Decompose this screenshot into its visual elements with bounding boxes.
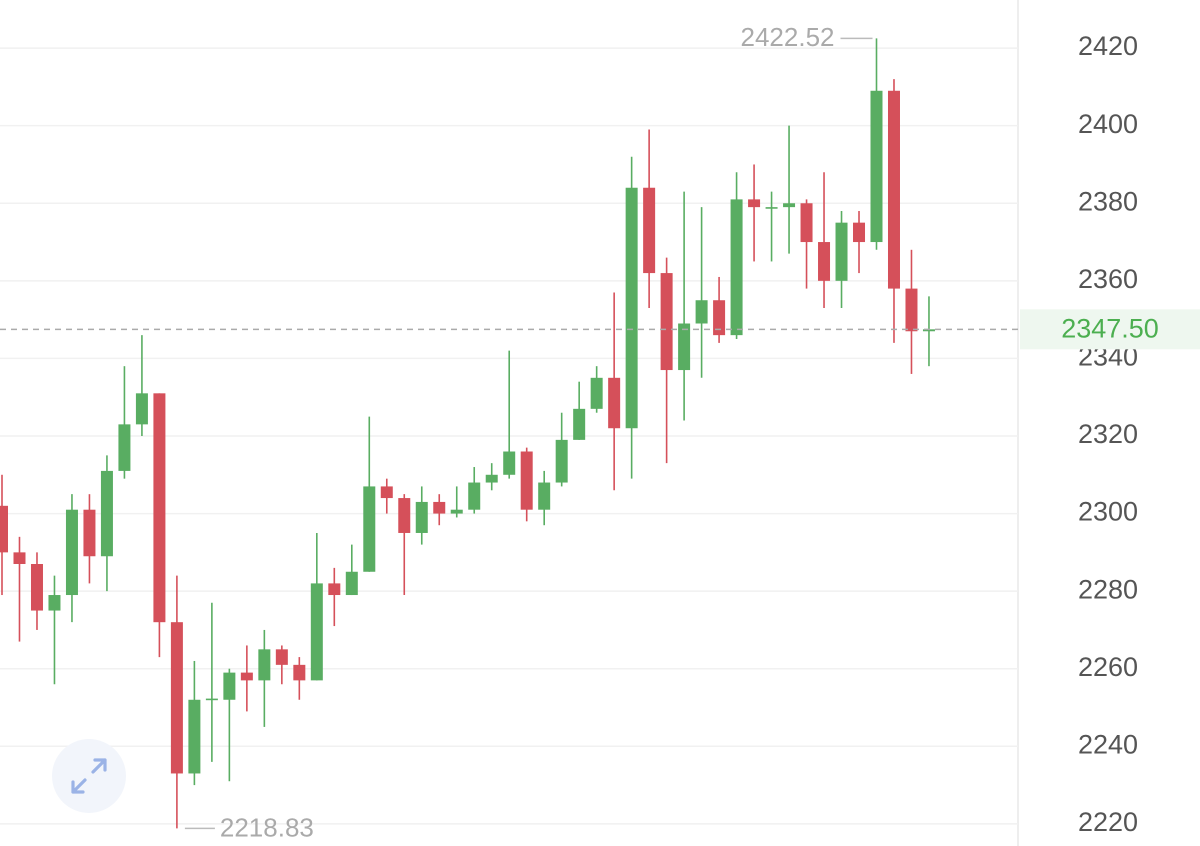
candle-body	[608, 377, 621, 429]
candle-body	[538, 482, 551, 510]
candle-body	[363, 486, 376, 572]
candle-body	[65, 509, 78, 596]
y-tick-label: 2280	[1078, 574, 1138, 604]
candle-body	[433, 501, 446, 514]
candle-body	[100, 470, 113, 557]
last-price-bg	[1020, 309, 1200, 350]
y-tick-label: 2260	[1078, 652, 1138, 682]
candle-body	[905, 288, 918, 332]
candle-body	[922, 329, 935, 332]
candle-body	[380, 486, 393, 499]
candle-body	[713, 300, 726, 336]
candle-body	[485, 474, 498, 483]
candle-body	[240, 672, 253, 681]
y-tick-label: 2220	[1078, 807, 1138, 837]
y-tick-label: 2360	[1078, 264, 1138, 294]
candle-body	[0, 505, 8, 553]
candle-body	[13, 552, 26, 564]
candle-body	[30, 564, 43, 611]
candle-body	[887, 90, 900, 289]
candle-body	[783, 203, 796, 208]
candle-body	[800, 203, 813, 243]
y-tick-label: 2400	[1078, 109, 1138, 139]
candle-body	[748, 199, 761, 208]
candle-body	[765, 207, 778, 209]
candle-body	[415, 501, 428, 533]
candle-body	[328, 583, 341, 596]
overlay: 2422.52 2218.83 2347.50	[0, 22, 1200, 842]
candles	[0, 38, 935, 829]
expand-icon[interactable]	[71, 758, 107, 794]
max-label: 2422.52	[741, 22, 835, 52]
candle-body	[310, 583, 323, 681]
candle-body	[223, 672, 236, 700]
candle-body	[118, 424, 131, 471]
candle-body	[48, 595, 61, 611]
y-tick-label: 2320	[1078, 419, 1138, 449]
candle-body	[170, 622, 183, 774]
candle-body	[503, 451, 516, 475]
candle-body	[258, 649, 271, 681]
candle-body	[293, 664, 306, 681]
y-tick-label: 2240	[1078, 729, 1138, 759]
expand-button[interactable]	[52, 739, 126, 813]
candle-body	[520, 451, 533, 510]
min-label: 2218.83	[220, 812, 314, 842]
candle-body	[695, 300, 708, 324]
candle-body	[468, 482, 481, 510]
candle-body	[573, 408, 586, 440]
candle-body	[450, 509, 463, 514]
candle-body	[730, 199, 743, 336]
candle-body	[835, 222, 848, 281]
candle-body	[870, 90, 883, 243]
y-tick-label: 2420	[1078, 31, 1138, 61]
y-tick-label: 2300	[1078, 497, 1138, 527]
candle-body	[590, 377, 603, 409]
candle-body	[398, 498, 411, 533]
candle-body	[625, 187, 638, 429]
candle-body	[555, 439, 568, 483]
candle-body	[818, 242, 831, 281]
candle-body	[345, 571, 358, 596]
candle-body	[188, 699, 201, 774]
candle-body	[153, 393, 166, 623]
expand-button-bg[interactable]	[52, 739, 126, 813]
candle-body	[678, 323, 691, 371]
candle-body	[135, 393, 148, 425]
last-price-label: 2347.50	[1061, 313, 1159, 343]
candle-body	[853, 222, 866, 243]
candle-body	[643, 187, 656, 274]
candle-body	[275, 649, 288, 665]
y-tick-label: 2380	[1078, 186, 1138, 216]
candle-body	[205, 698, 218, 701]
candle-body	[660, 273, 673, 371]
candle-body	[83, 509, 96, 557]
